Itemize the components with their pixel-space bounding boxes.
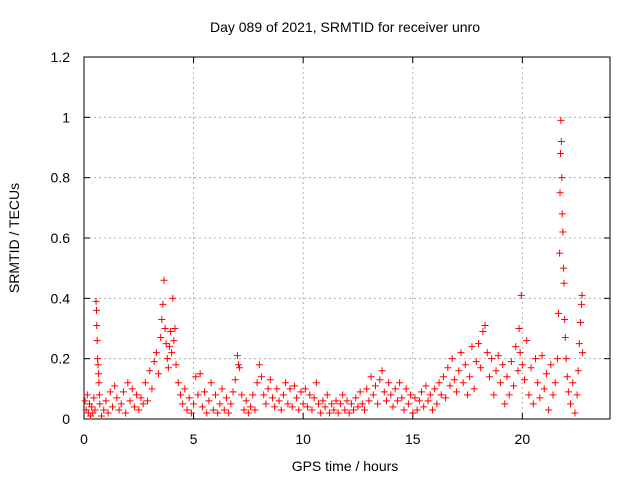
x-tick-label: 20 bbox=[515, 431, 531, 447]
x-tick-label: 0 bbox=[80, 431, 88, 447]
y-tick-label: 1.2 bbox=[51, 49, 71, 65]
chart: 0 0.2 0.4 0.6 0.8 1 1.2 0 5 10 15 20 Day 089 of 202… bbox=[0, 0, 640, 480]
y-tick-label: 1 bbox=[62, 109, 70, 125]
chart-background bbox=[0, 0, 640, 480]
y-axis-label: SRMTID / TECUs bbox=[6, 183, 22, 293]
chart-title: Day 089 of 2021, SRMTID for receiver unr… bbox=[210, 19, 480, 35]
y-tick-label: 0.6 bbox=[51, 230, 71, 246]
x-tick-label: 15 bbox=[405, 431, 421, 447]
y-tick-label: 0.8 bbox=[51, 170, 71, 186]
y-tick-label: 0.2 bbox=[51, 351, 71, 367]
x-tick-label: 10 bbox=[295, 431, 311, 447]
x-tick-label: 5 bbox=[190, 431, 198, 447]
x-axis-label: GPS time / hours bbox=[292, 458, 399, 474]
y-tick-label: 0.4 bbox=[51, 290, 71, 306]
y-tick-label: 0 bbox=[62, 411, 70, 427]
